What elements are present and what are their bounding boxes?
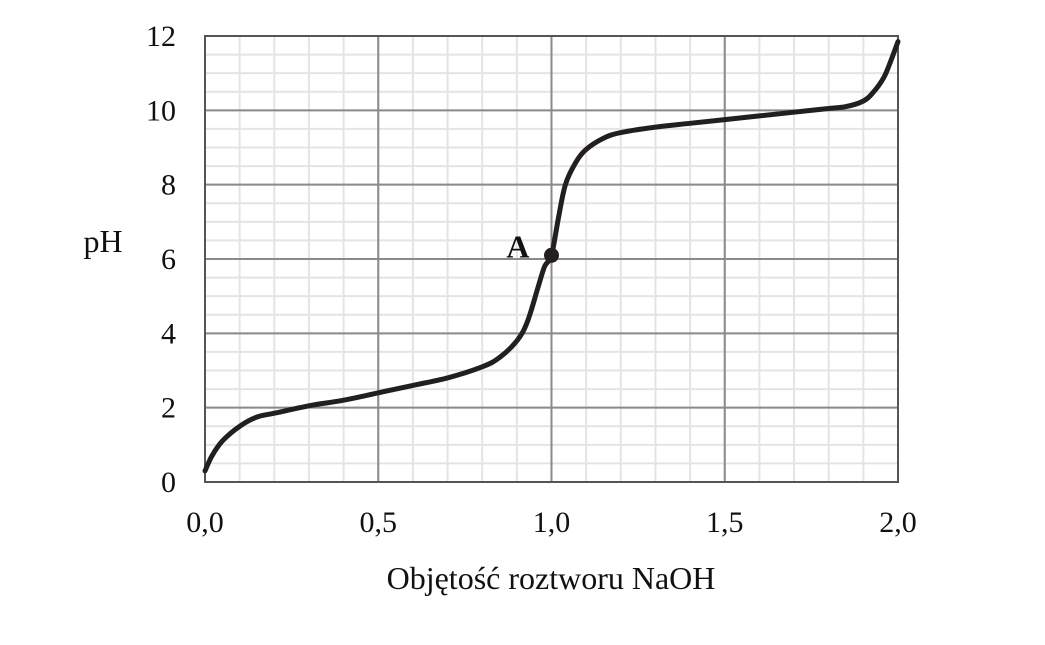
y-tick-label: 10: [146, 94, 176, 127]
y-tick-label: 2: [161, 392, 176, 425]
y-tick-label: 6: [161, 243, 176, 276]
y-tick-label: 0: [161, 466, 176, 499]
titration-curve: [202, 39, 901, 474]
y-tick-label: 8: [161, 169, 176, 202]
x-axis-title: Objętość roztworu NaOH: [387, 560, 716, 596]
y-tick-labels: 0 2 4 6 8 10 12: [146, 20, 176, 499]
y-tick-label: 12: [146, 20, 176, 53]
y-tick-label: 4: [161, 317, 176, 350]
point-a-label: A: [506, 228, 529, 264]
x-tick-label: 2,0: [879, 506, 917, 539]
equivalence-point-marker: [544, 247, 559, 263]
plot-frame: [204, 35, 899, 483]
x-tick-label: 1,5: [706, 506, 744, 539]
x-tick-labels: 0,0 0,5 1,0 1,5 2,0: [186, 506, 917, 539]
x-tick-label: 1,0: [533, 506, 571, 539]
x-tick-label: 0,0: [186, 506, 224, 539]
x-tick-label: 0,5: [360, 506, 398, 539]
y-axis-title: pH: [83, 223, 122, 259]
